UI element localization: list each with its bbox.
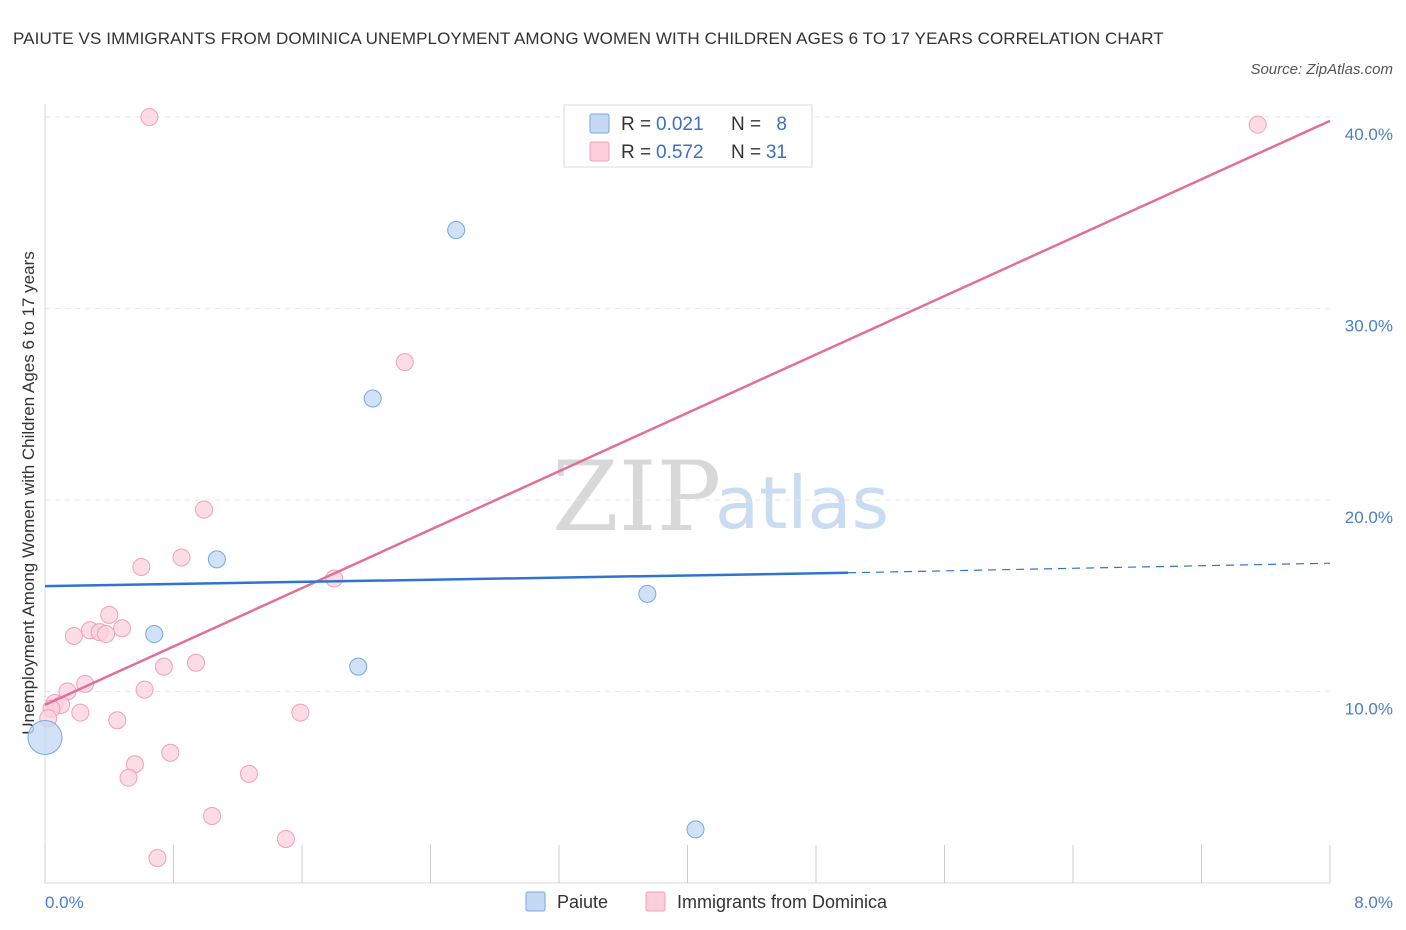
x-ticks: [44, 845, 1331, 883]
legend-n-value-dominica: 31: [766, 142, 787, 163]
dominica-point-9: [113, 619, 132, 638]
chart-title: PAIUTE VS IMMIGRANTS FROM DOMINICA UNEMP…: [13, 29, 1164, 48]
bottom-legend-swatch-dominica: [645, 891, 666, 912]
dominica-point-14: [154, 657, 173, 676]
watermark-zip: ZIP: [552, 441, 721, 553]
dominica-point-3: [195, 500, 214, 519]
legend-swatch-paiute: [589, 113, 610, 134]
legend-n-label-paiute: N =: [731, 114, 761, 135]
paiute-point-0: [27, 719, 63, 755]
dominica-trend-line: [44, 119, 1331, 707]
dominica-point-7: [100, 605, 119, 624]
paiute-point-1: [447, 220, 466, 239]
paiute-point-7: [686, 820, 705, 839]
y-tick-label: 40.0%: [1345, 125, 1393, 144]
legend-r-label-paiute: R =: [621, 114, 651, 135]
dominica-point-16: [135, 680, 154, 699]
legend-r-value-dominica: 0.572: [656, 142, 704, 163]
paiute-trend-line: [44, 571, 849, 588]
x-tick-label-min: 0.0%: [45, 893, 84, 912]
x-tick-label-max: 8.0%: [1354, 893, 1393, 912]
legend-swatch-dominica: [589, 141, 610, 162]
dominica-point-25: [161, 743, 180, 762]
y-tick-labels: 10.0% 20.0% 30.0% 40.0%: [1345, 125, 1393, 719]
legend-r-label-dominica: R =: [621, 142, 651, 163]
watermark-atlas: atlas: [715, 461, 889, 545]
dominica-point-22: [291, 703, 310, 722]
dominica-point-4: [172, 548, 191, 567]
paiute-point-4: [638, 584, 657, 603]
dominica-point-31: [148, 849, 167, 868]
paiute-point-5: [145, 625, 164, 644]
stats-legend: R = 0.021 N = 8 R = 0.572 N = 31: [563, 104, 813, 168]
bottom-legend-label-dominica: Immigrants from Dominica: [677, 892, 888, 912]
dominica-point-11: [97, 625, 116, 644]
dominica-point-2: [395, 353, 414, 372]
paiute-point-3: [207, 550, 226, 569]
grid: [45, 116, 1330, 692]
series-legend: Paiute Immigrants from Dominica: [525, 891, 888, 912]
dominica-point-0: [140, 108, 159, 126]
dominica-point-24: [108, 711, 127, 730]
y-tick-label: 10.0%: [1345, 700, 1393, 719]
trend-lines: [44, 119, 1331, 707]
dominica-point-29: [203, 806, 222, 825]
dominica-point-27: [239, 764, 258, 783]
dominica-point-1: [1248, 115, 1267, 134]
bottom-legend-swatch-paiute: [525, 891, 546, 912]
dominica-point-28: [119, 768, 138, 787]
bottom-legend-label-paiute: Paiute: [557, 892, 608, 912]
legend-r-value-paiute: 0.021: [656, 114, 704, 135]
dominica-point-5: [132, 558, 151, 577]
dominica-point-13: [186, 653, 205, 672]
dominica-point-21: [71, 703, 90, 722]
legend-n-value-paiute: 8: [776, 114, 787, 135]
y-tick-label: 30.0%: [1345, 317, 1393, 336]
paiute-point-2: [363, 389, 382, 408]
source-label: Source: ZipAtlas.com: [1250, 61, 1393, 78]
paiute-point-6: [349, 657, 368, 676]
dominica-point-12: [64, 626, 83, 645]
paiute-trend-extension: [848, 562, 1331, 574]
dominica-point-30: [276, 829, 295, 848]
series-paiute-points: [27, 220, 705, 839]
legend-n-label-dominica: N =: [731, 142, 761, 163]
y-tick-label: 20.0%: [1345, 508, 1393, 527]
y-axis-label: Unemployment Among Women with Children A…: [19, 251, 38, 735]
